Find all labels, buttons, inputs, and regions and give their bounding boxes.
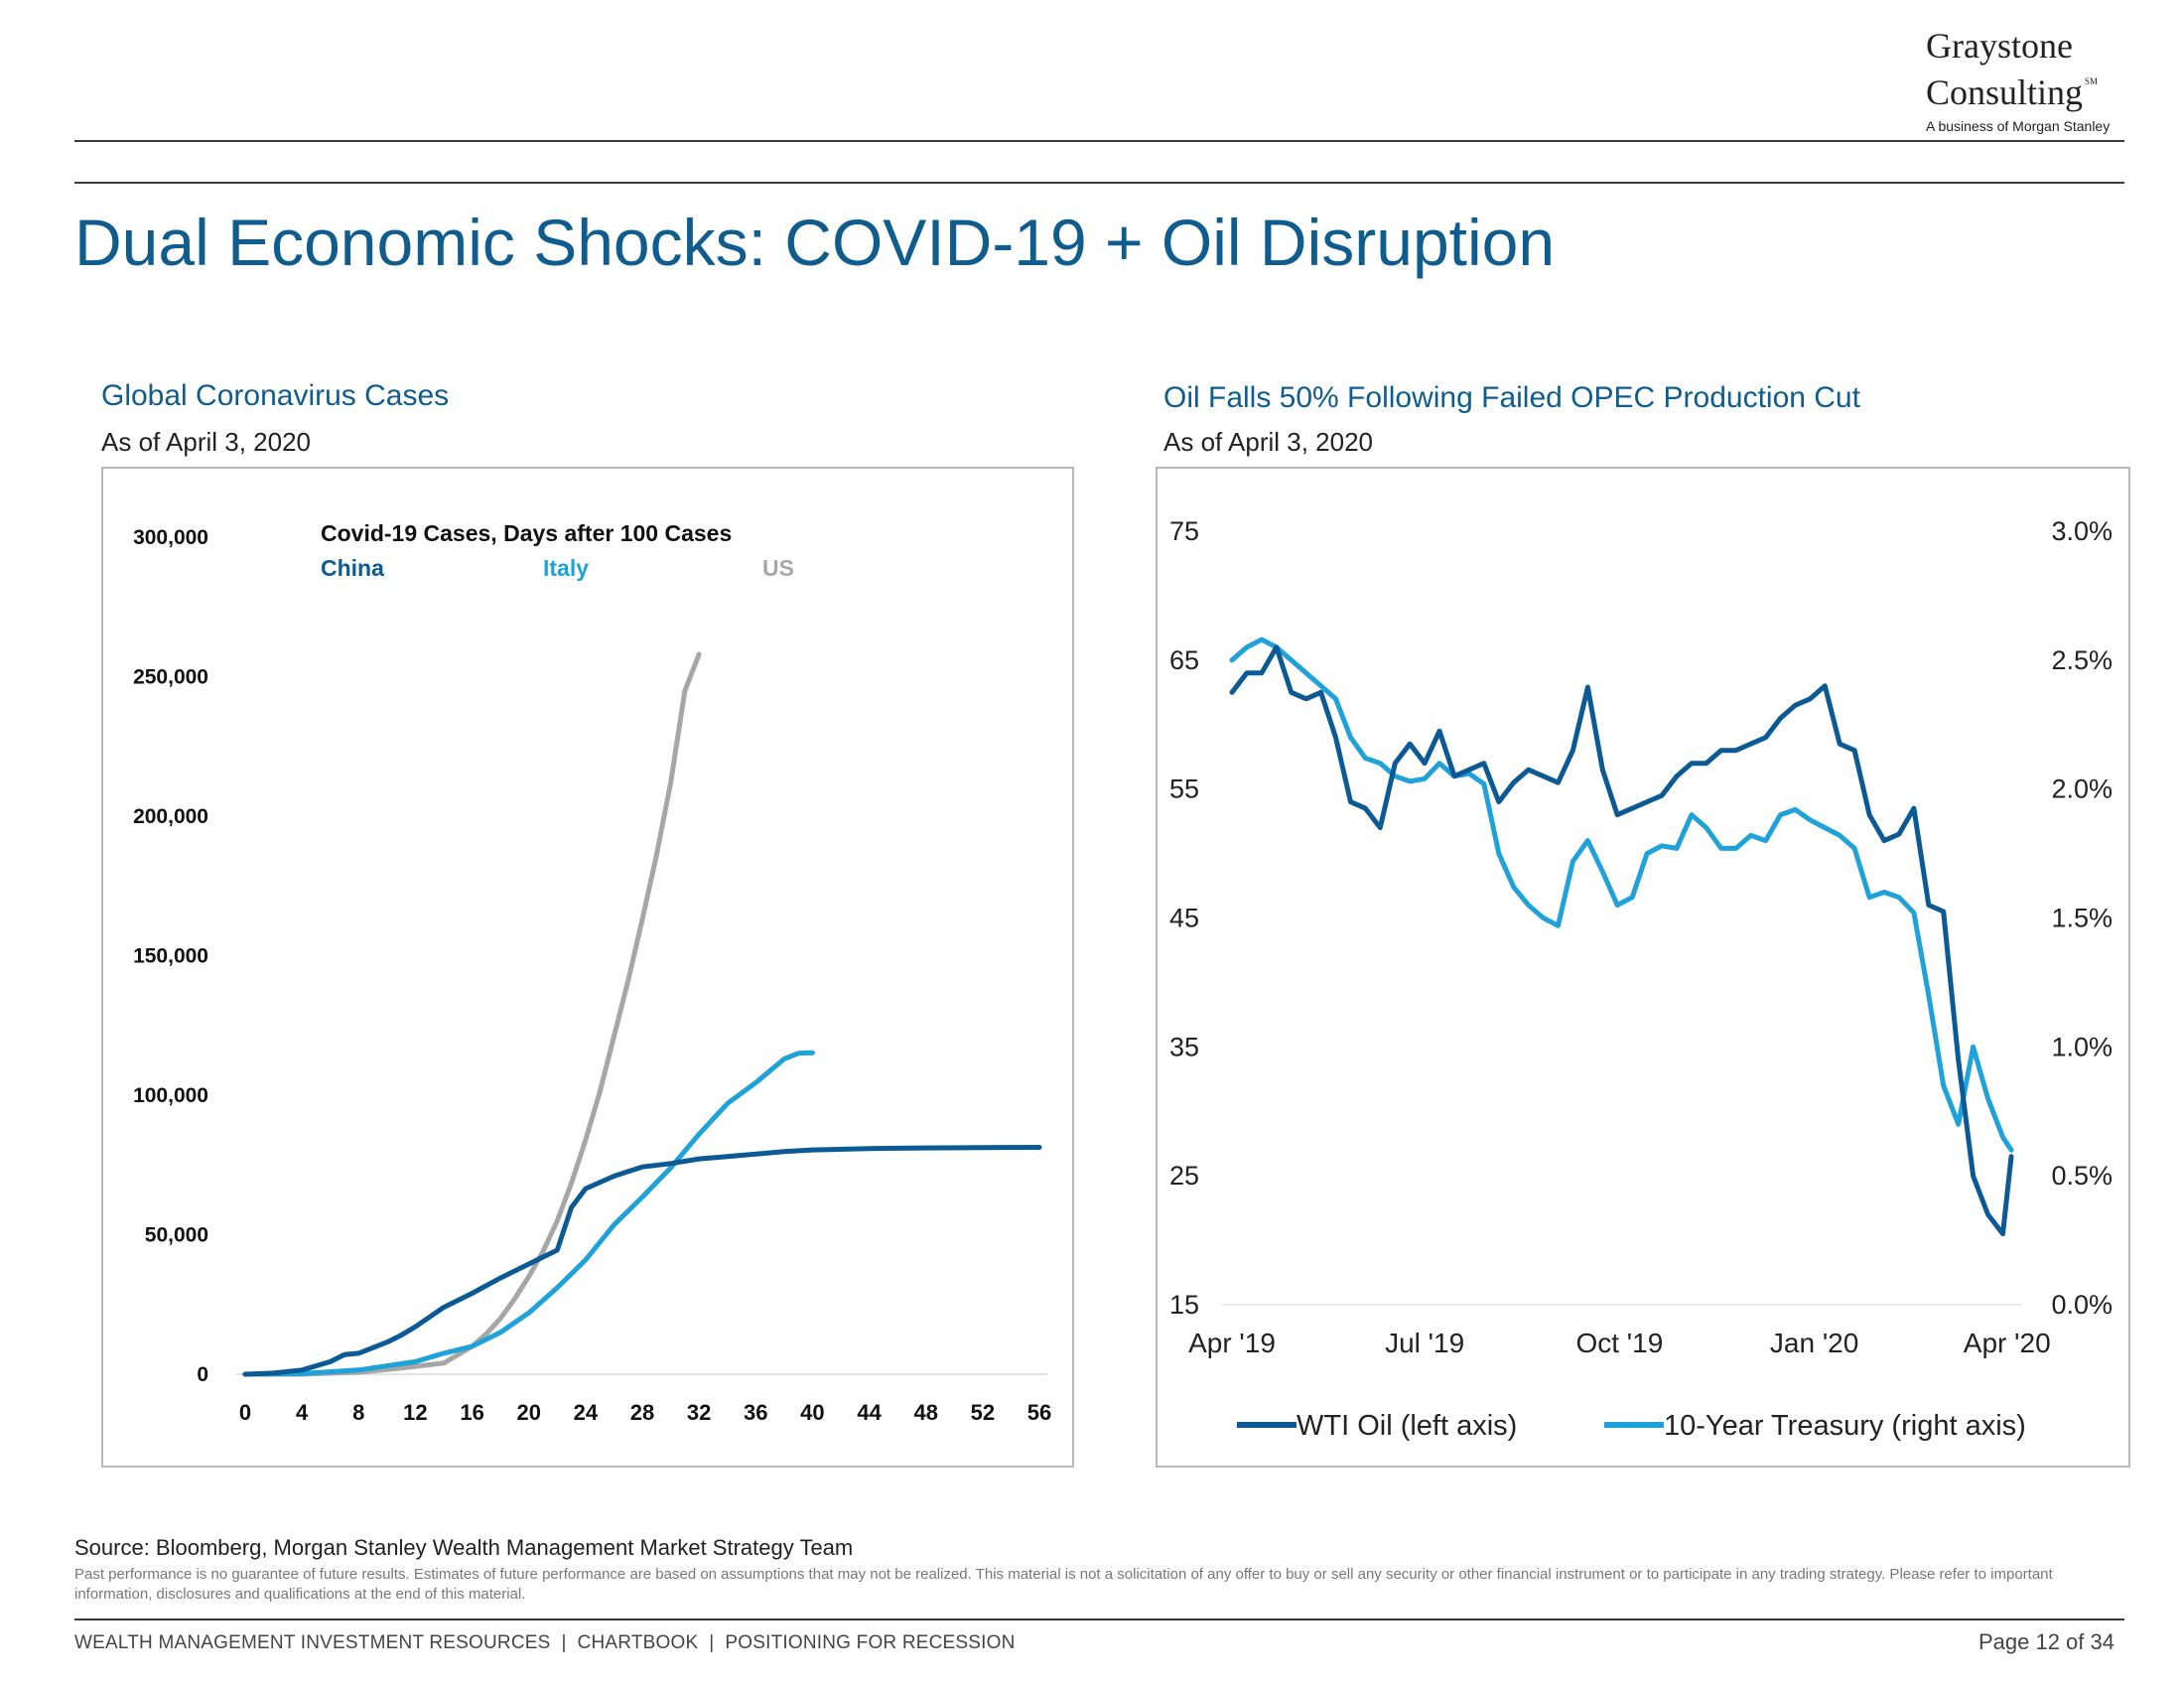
logo-line-2-text: Consulting: [1926, 72, 2084, 112]
footer-breadcrumb: WEALTH MANAGEMENT INVESTMENT RESOURCES |…: [74, 1632, 1016, 1653]
header-rule-top: [74, 140, 2124, 142]
oil-chart-panel: 15 25 35 45 55 65 75 0.0% 0.5% 1.0% 1.5% 2.0% 2.5% 3.…: [1156, 467, 2130, 1468]
company-logo: Graystone Consulting SM A business of Mor…: [1926, 28, 2124, 134]
x-tick-label: 28: [630, 1400, 654, 1425]
y-right-tick-label: 2.0%: [2051, 774, 2113, 804]
y-left-tick-label: 65: [1169, 645, 1199, 675]
y-tick-label: 250,000: [133, 666, 208, 689]
y-left-tick-label: 55: [1169, 774, 1199, 804]
y-left-tick-label: 25: [1169, 1161, 1199, 1191]
x-tick-label: 32: [687, 1400, 711, 1425]
page-title: Dual Economic Shocks: COVID-19 + Oil Dis…: [74, 206, 1556, 279]
y-left-tick-label: 45: [1169, 904, 1199, 933]
legend-label-italy: Italy: [543, 555, 589, 581]
x-tick-label: Apr '20: [1964, 1328, 2051, 1358]
y-tick-label: 150,000: [133, 945, 208, 968]
x-tick-label: 40: [800, 1400, 824, 1425]
x-tick-label: Apr '19: [1188, 1328, 1276, 1358]
legend-label-us: US: [762, 555, 794, 581]
y-right-tick-label: 1.5%: [2051, 904, 2113, 933]
y-right-tick-label: 0.0%: [2051, 1290, 2113, 1320]
disclaimer: Past performance is no guarantee of futu…: [74, 1566, 2053, 1603]
series-line-treasury: [1229, 636, 2014, 1153]
logo-tagline: A business of Morgan Stanley: [1926, 118, 2111, 134]
source-note: Source: Bloomberg, Morgan Stanley Wealth…: [74, 1535, 854, 1560]
y-right-tick-label: 3.0%: [2051, 516, 2113, 546]
series-line-us: [242, 651, 702, 1377]
x-tick-label: 20: [516, 1400, 540, 1425]
y-left-tick-label: 75: [1169, 516, 1199, 546]
legend-label-treasury: 10-Year Treasury (right axis): [1664, 1410, 2026, 1442]
header-rule-bottom: [74, 182, 2124, 184]
oil-treasury-chart: 15 25 35 45 55 65 75 0.0% 0.5% 1.0% 1.5% 2.0% 2.5% 3.…: [1169, 516, 2113, 1442]
covid-chart-panel: 0 50,000 100,000 150,000 200,000 250,000 300,0…: [101, 467, 1074, 1468]
y-right-tick-label: 0.5%: [2051, 1161, 2113, 1191]
legend-label-wti-oil: WTI Oil (left axis): [1297, 1410, 1517, 1442]
x-tick-label: Jul '19: [1385, 1328, 1464, 1358]
x-tick-label: 0: [239, 1400, 251, 1425]
right-chart-title: Oil Falls 50% Following Failed OPEC Prod…: [1163, 381, 1860, 414]
left-chart-subtitle: As of April 3, 2020: [101, 427, 312, 457]
logo-service-mark: SM: [2085, 76, 2099, 86]
footer-rule: [74, 1618, 2124, 1620]
x-tick-label: 52: [971, 1400, 995, 1425]
y-tick-label: 100,000: [133, 1084, 208, 1107]
x-tick-label: 36: [744, 1400, 767, 1425]
page-number: Page 12 of 34: [1978, 1629, 2115, 1654]
series-line-wti-oil: [1229, 644, 2014, 1237]
chart-inner-title: Covid-19 Cases, Days after 100 Cases: [321, 520, 732, 546]
y-left-tick-label: 35: [1169, 1032, 1199, 1061]
y-tick-label: 50,000: [145, 1224, 208, 1247]
left-chart-title: Global Coronavirus Cases: [101, 379, 450, 412]
x-tick-label: 4: [296, 1400, 309, 1425]
x-tick-label: 16: [460, 1400, 483, 1425]
logo-line-1: Graystone: [1926, 26, 2073, 66]
y-tick-label: 0: [197, 1363, 208, 1386]
series-line-italy: [242, 1050, 815, 1377]
x-tick-label: Oct '19: [1575, 1328, 1663, 1358]
x-tick-label: 44: [857, 1400, 882, 1425]
x-tick-label: Jan '20: [1770, 1328, 1858, 1358]
y-right-tick-label: 1.0%: [2051, 1032, 2113, 1061]
y-left-tick-label: 15: [1169, 1290, 1199, 1320]
covid-cases-chart: 0 50,000 100,000 150,000 200,000 250,000 300,0…: [133, 520, 1051, 1425]
legend-label-china: China: [321, 555, 384, 581]
y-tick-label: 300,000: [133, 526, 208, 549]
logo-line-2: Consulting SM: [1926, 64, 2124, 110]
x-tick-label: 48: [913, 1400, 937, 1425]
y-right-tick-label: 2.5%: [2051, 645, 2113, 675]
x-tick-label: 56: [1027, 1400, 1051, 1425]
right-chart-subtitle: As of April 3, 2020: [1163, 427, 1374, 457]
x-tick-label: 8: [352, 1400, 364, 1425]
series-line-china: [242, 1145, 1042, 1377]
x-tick-label: 12: [403, 1400, 427, 1425]
y-tick-label: 200,000: [133, 805, 208, 828]
x-tick-label: 24: [574, 1400, 599, 1425]
